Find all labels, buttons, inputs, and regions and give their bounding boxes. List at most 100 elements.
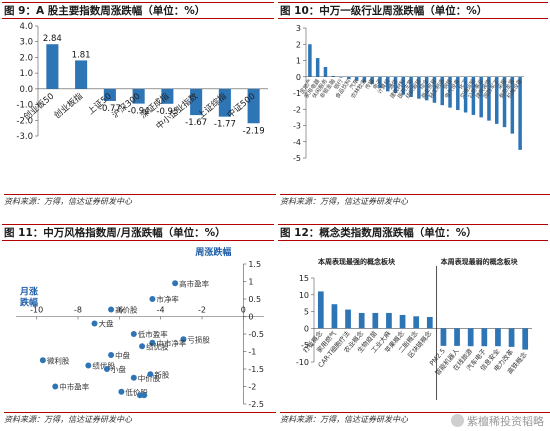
bar [331,75,336,77]
watermark: 紫檀稀投资韬略 [451,413,544,429]
y-tick-label: 0.0 [19,85,33,95]
panel-style-scatter: 图 11：中万风格指数周/月涨跌幅（单位：%） -10 -8 -6 -4 -2 0 -2.5… [2,222,276,431]
y-tick-label: 10 [299,291,309,300]
y-tick-label: -5 [293,154,301,163]
x-tick-label: 创业板指 [52,90,85,121]
bar [354,76,359,81]
y-tick-label: -5 [301,341,309,350]
point-label: 高价股 [115,305,138,315]
bar [510,76,515,134]
bar [331,304,338,329]
data-label: 1.81 [72,50,91,60]
y-tick-label: 3.0 [19,38,33,48]
bar [386,312,392,329]
point-label: 高市盈率 [179,278,209,288]
bar [161,88,174,104]
bar [75,60,88,89]
bar [358,312,365,329]
y-tick-label: -10 [296,358,309,367]
chart-industry-weekly: -5-4-3-2-10123房地产家用电器休闲服务非银金融银行食品饮料汽车农林牧… [293,24,524,163]
y-tick-label: -2.0 [16,116,33,126]
scatter-point [130,374,137,381]
bar [401,76,406,95]
bar [339,76,343,78]
point-label: 市净率 [156,294,179,304]
chart-style-scatter: -10 -8 -6 -4 -2 0-2.5-2-1.5-1-0.500.511.5周涨跌幅… [16,246,264,409]
bar [448,76,452,108]
y-tick-label: 15 [299,274,309,283]
panel-index-weekly: 图 9：A 股主要指数周涨跌幅（单位：%） -3.0 -2.0 -1.0 0.0 1.0… [2,0,276,210]
bar [46,44,59,89]
point-label: 中价股 [138,373,161,383]
scatter-point [141,392,148,399]
x-tick-label: -6 [115,306,123,315]
scatter-point [147,371,154,378]
scatter-point [149,296,156,302]
annotation-strong: 本周表现最强的概念板块 [317,257,396,266]
source-note: 资料来源：万得，信达证券研发中心 [4,194,276,207]
bar [481,328,488,347]
bar [479,76,483,118]
point-label: 小盘 [111,364,126,374]
bar [103,88,116,101]
y-tick-label: -2 [293,105,301,114]
bar [247,88,260,124]
data-label: -1.77 [214,120,236,130]
point-label: 大盘 [99,319,114,329]
bar [495,328,501,347]
bar [393,76,398,93]
bar [315,58,320,77]
watermark-text: 紫檀稀投资韬略 [467,415,544,428]
point-label: 绩优股 [146,341,169,351]
y-tick-label: -1.5 [248,365,264,374]
scatter-point [139,343,146,350]
bar [190,88,203,116]
bar [417,76,421,99]
bar [323,67,328,77]
y-axis-title: 周涨跌幅 [195,246,231,258]
bar [454,328,460,346]
y-tick-label: 5 [304,308,309,317]
bar [370,76,374,85]
bar [494,76,499,124]
bar [409,76,413,98]
scatter-point [52,383,59,390]
scatter-point [91,320,98,327]
x-tick-label: 0 [241,306,246,315]
data-label: -1.67 [185,118,207,128]
bar [456,76,460,111]
chart-index-weekly: -3.0-2.0-1.00.01.02.03.04.02.84创业板501.81… [16,22,268,142]
bar [467,328,474,347]
x-tick-label: -8 [74,306,82,315]
bar [518,76,522,150]
y-tick-label: 0.5 [248,295,261,304]
scatter-point [118,388,125,395]
y-tick-label: -0.5 [248,330,264,339]
point-label: 绩优股 [92,361,115,371]
y-tick-label: 0 [304,324,309,333]
scatter-point [149,339,156,346]
y-tick-label: -2 [248,383,256,392]
bar [378,76,382,89]
bar [345,309,351,329]
bar [424,76,429,101]
y-tick-label: -1.0 [16,101,33,111]
panel-title: 图 11：中万风格指数周/月涨跌幅（单位：%） [2,224,274,241]
bar [372,312,379,329]
bar [440,328,447,346]
panel-title: 图 9：A 股主要指数周涨跌幅（单位：%） [2,2,274,19]
y-tick-label: -1 [248,348,256,357]
panel-title: 图 10：中万一级行业周涨跌幅（单位：%） [278,2,548,19]
chart-concept-weekly: -10-5051015打板概念家用燃气CAR-T细胞疗法农业概念生物疫苗工业大麻… [296,257,532,400]
bar [426,316,433,329]
y-tick-label: -1 [293,89,301,98]
y-tick-label: 3 [296,24,301,33]
point-label: 中市盈率 [59,382,89,392]
y-tick-label: 1 [296,57,301,66]
panel-title: 图 12：概念类指数周涨跌幅（单位：%） [278,224,548,241]
y-tick-label: -3 [293,122,301,131]
bar [347,76,351,80]
x-tick-label: -10 [30,306,43,315]
y-tick-label: -4 [293,138,301,147]
scatter-point [130,331,137,337]
